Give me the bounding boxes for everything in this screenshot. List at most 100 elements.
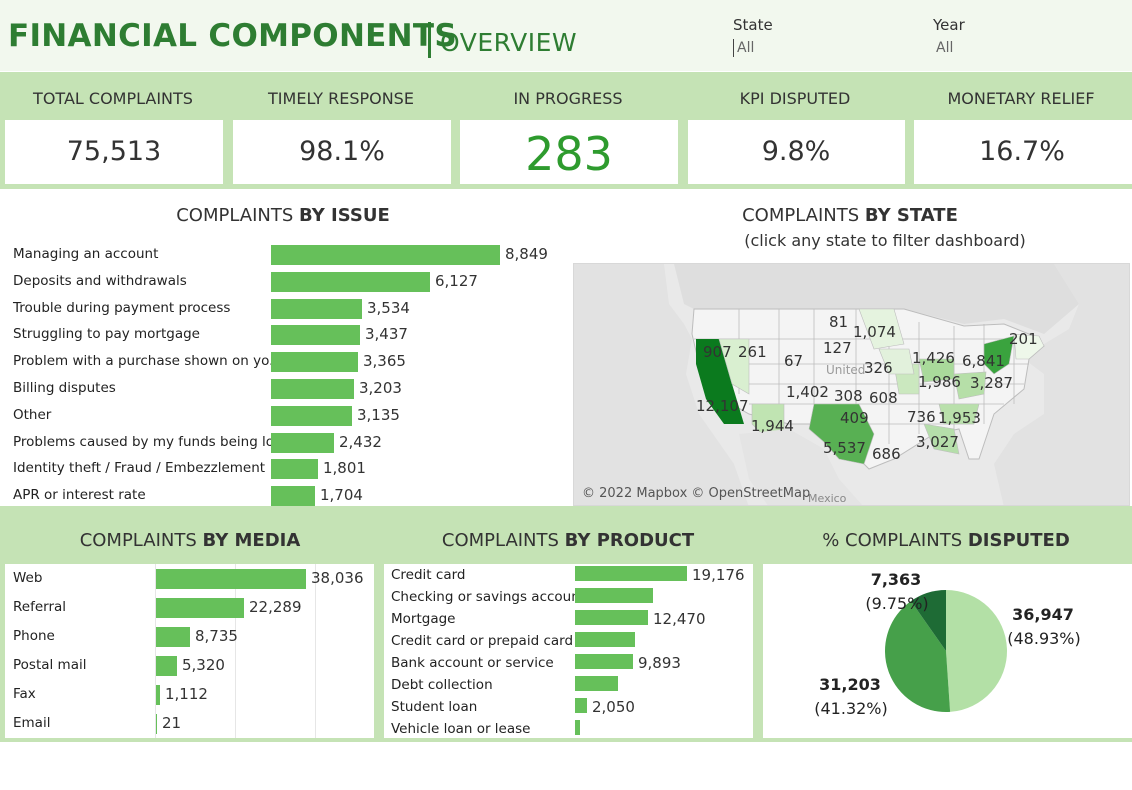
- kpi-value-timely-response: 98.1%: [299, 136, 385, 167]
- bar-value-label: 3,203: [359, 379, 402, 397]
- bar[interactable]: [575, 610, 648, 625]
- map-value-label: 1,986: [918, 373, 961, 391]
- pie-label-value: 7,363: [870, 570, 922, 589]
- pie-label-percent: (48.93%): [1007, 629, 1081, 648]
- bar-category-label: Phone: [13, 628, 55, 644]
- gridline: [235, 564, 236, 738]
- bar-category-label: Referral: [13, 599, 67, 615]
- disputed-chart-title: % COMPLAINTS DISPUTED: [822, 530, 1070, 551]
- bar[interactable]: [271, 405, 352, 426]
- pie-slice[interactable]: [910, 590, 946, 651]
- map-value-label: 686: [872, 445, 901, 463]
- bar[interactable]: [575, 632, 635, 647]
- bar[interactable]: [575, 566, 687, 581]
- state-filter-label: State: [733, 16, 773, 34]
- bar-category-label: Debt collection: [391, 677, 493, 693]
- bar[interactable]: [156, 714, 157, 734]
- bar-value-label: 5,320: [182, 656, 225, 674]
- map-value-label: 81: [829, 313, 849, 331]
- bar-category-label: Trouble during payment process: [13, 299, 231, 316]
- bar[interactable]: [575, 720, 580, 735]
- bar[interactable]: [271, 486, 315, 507]
- pie-slice[interactable]: [885, 601, 951, 712]
- pie-label-percent: (9.75%): [865, 594, 929, 613]
- issue-chart-title: COMPLAINTS BY ISSUE: [176, 205, 390, 226]
- bar-category-label: Problem with a purchase shown on yo..: [13, 353, 278, 370]
- header-bar: [0, 0, 1132, 71]
- map-value-label: 308: [834, 387, 863, 405]
- bar[interactable]: [271, 379, 354, 399]
- bar-value-label: 3,534: [367, 298, 410, 317]
- bar[interactable]: [156, 656, 177, 676]
- bar[interactable]: [575, 588, 653, 603]
- bar-value-label: 3,437: [365, 325, 408, 344]
- bar-value-label: 3,365: [363, 352, 406, 371]
- bar-value-label: 8,849: [505, 245, 548, 263]
- year-filter-dropdown[interactable]: All: [936, 40, 954, 56]
- pie-svg: [885, 590, 1007, 712]
- map-value-label: 1,074: [853, 323, 896, 341]
- kpi-value-kpi-disputed: 9.8%: [761, 136, 831, 167]
- state-filter-dropdown[interactable]: All: [737, 40, 755, 56]
- bar[interactable]: [271, 432, 334, 453]
- bar[interactable]: [271, 298, 362, 319]
- kpi-value-monetary-relief: 16.7%: [979, 136, 1065, 167]
- bar[interactable]: [575, 654, 633, 669]
- map-country-label: United: [826, 363, 866, 377]
- gridline: [155, 564, 156, 738]
- bar-category-label: Managing an account: [13, 246, 159, 262]
- pie-label-value: 36,947: [1012, 605, 1074, 624]
- bar[interactable]: [156, 685, 160, 705]
- product-bar-chart: Credit card 19,176 Checking or savings acc…: [384, 564, 753, 738]
- bar-category-label: Deposits and withdrawals: [13, 272, 187, 289]
- year-filter-label: Year: [933, 16, 965, 34]
- bar-value-label: 2,050: [592, 698, 635, 716]
- pie-slice[interactable]: [946, 590, 1007, 712]
- map-value-label: 3,027: [916, 433, 959, 451]
- map-value-label: 3,287: [970, 374, 1013, 392]
- map-value-label: 201: [1009, 330, 1038, 348]
- map-value-label: 736: [907, 408, 936, 426]
- state-chart-note: (click any state to filter dashboard): [744, 231, 1026, 250]
- bar[interactable]: [271, 352, 358, 373]
- bar[interactable]: [271, 325, 360, 346]
- kpi-label-monetary-relief: MONETARY RELIEF: [947, 89, 1095, 108]
- bar-category-label: Fax: [13, 686, 36, 702]
- title-divider: [428, 22, 431, 58]
- bar-category-label: APR or interest rate: [13, 487, 146, 504]
- bar[interactable]: [271, 271, 430, 292]
- kpi-label-timely-response: TIMELY RESPONSE: [268, 89, 414, 108]
- state-map[interactable]: [573, 263, 1130, 506]
- dashboard-subtitle: OVERVIEW: [440, 28, 578, 57]
- kpi-card-kpi-disputed: [688, 120, 905, 184]
- bar-category-label: Postal mail: [13, 657, 87, 673]
- map-value-label: 67: [784, 352, 804, 370]
- kpi-card-timely-response: [233, 120, 451, 184]
- bar-category-label: Mortgage: [391, 611, 456, 627]
- map-attribution-link[interactable]: © 2022 Mapbox © OpenStreetMap: [582, 486, 811, 501]
- bar-category-label: Vehicle loan or lease: [391, 721, 531, 737]
- bar[interactable]: [271, 459, 318, 480]
- map-value-label: 6,841: [962, 352, 1005, 370]
- bar[interactable]: [156, 569, 306, 589]
- pie-label-value: 31,203: [819, 675, 881, 694]
- bar-value-label: 9,893: [638, 654, 681, 672]
- kpi-label-kpi-disputed: KPI DISPUTED: [739, 89, 851, 108]
- bar-category-label: Email: [13, 715, 51, 731]
- bar-value-label: 2,432: [339, 432, 382, 451]
- bar-value-label: 3,135: [357, 405, 400, 424]
- map-value-label: 907: [703, 343, 732, 361]
- product-chart-title: COMPLAINTS BY PRODUCT: [441, 530, 695, 551]
- bar-value-label: 6,127: [435, 271, 478, 290]
- bar[interactable]: [156, 598, 244, 618]
- state-chart-title: COMPLAINTS BY STATE: [742, 205, 958, 226]
- bar[interactable]: [271, 245, 500, 265]
- bar[interactable]: [575, 698, 587, 713]
- map-value-label: 127: [823, 339, 852, 357]
- bar[interactable]: [575, 676, 618, 691]
- bar-value-label: 1,704: [320, 486, 363, 505]
- bar[interactable]: [156, 627, 190, 647]
- bar-value-label: 38,036: [311, 569, 364, 587]
- bar-value-label: 1,801: [323, 459, 366, 478]
- issue-bar-chart: Managing an account 8,849 Deposits and wit…: [0, 240, 566, 507]
